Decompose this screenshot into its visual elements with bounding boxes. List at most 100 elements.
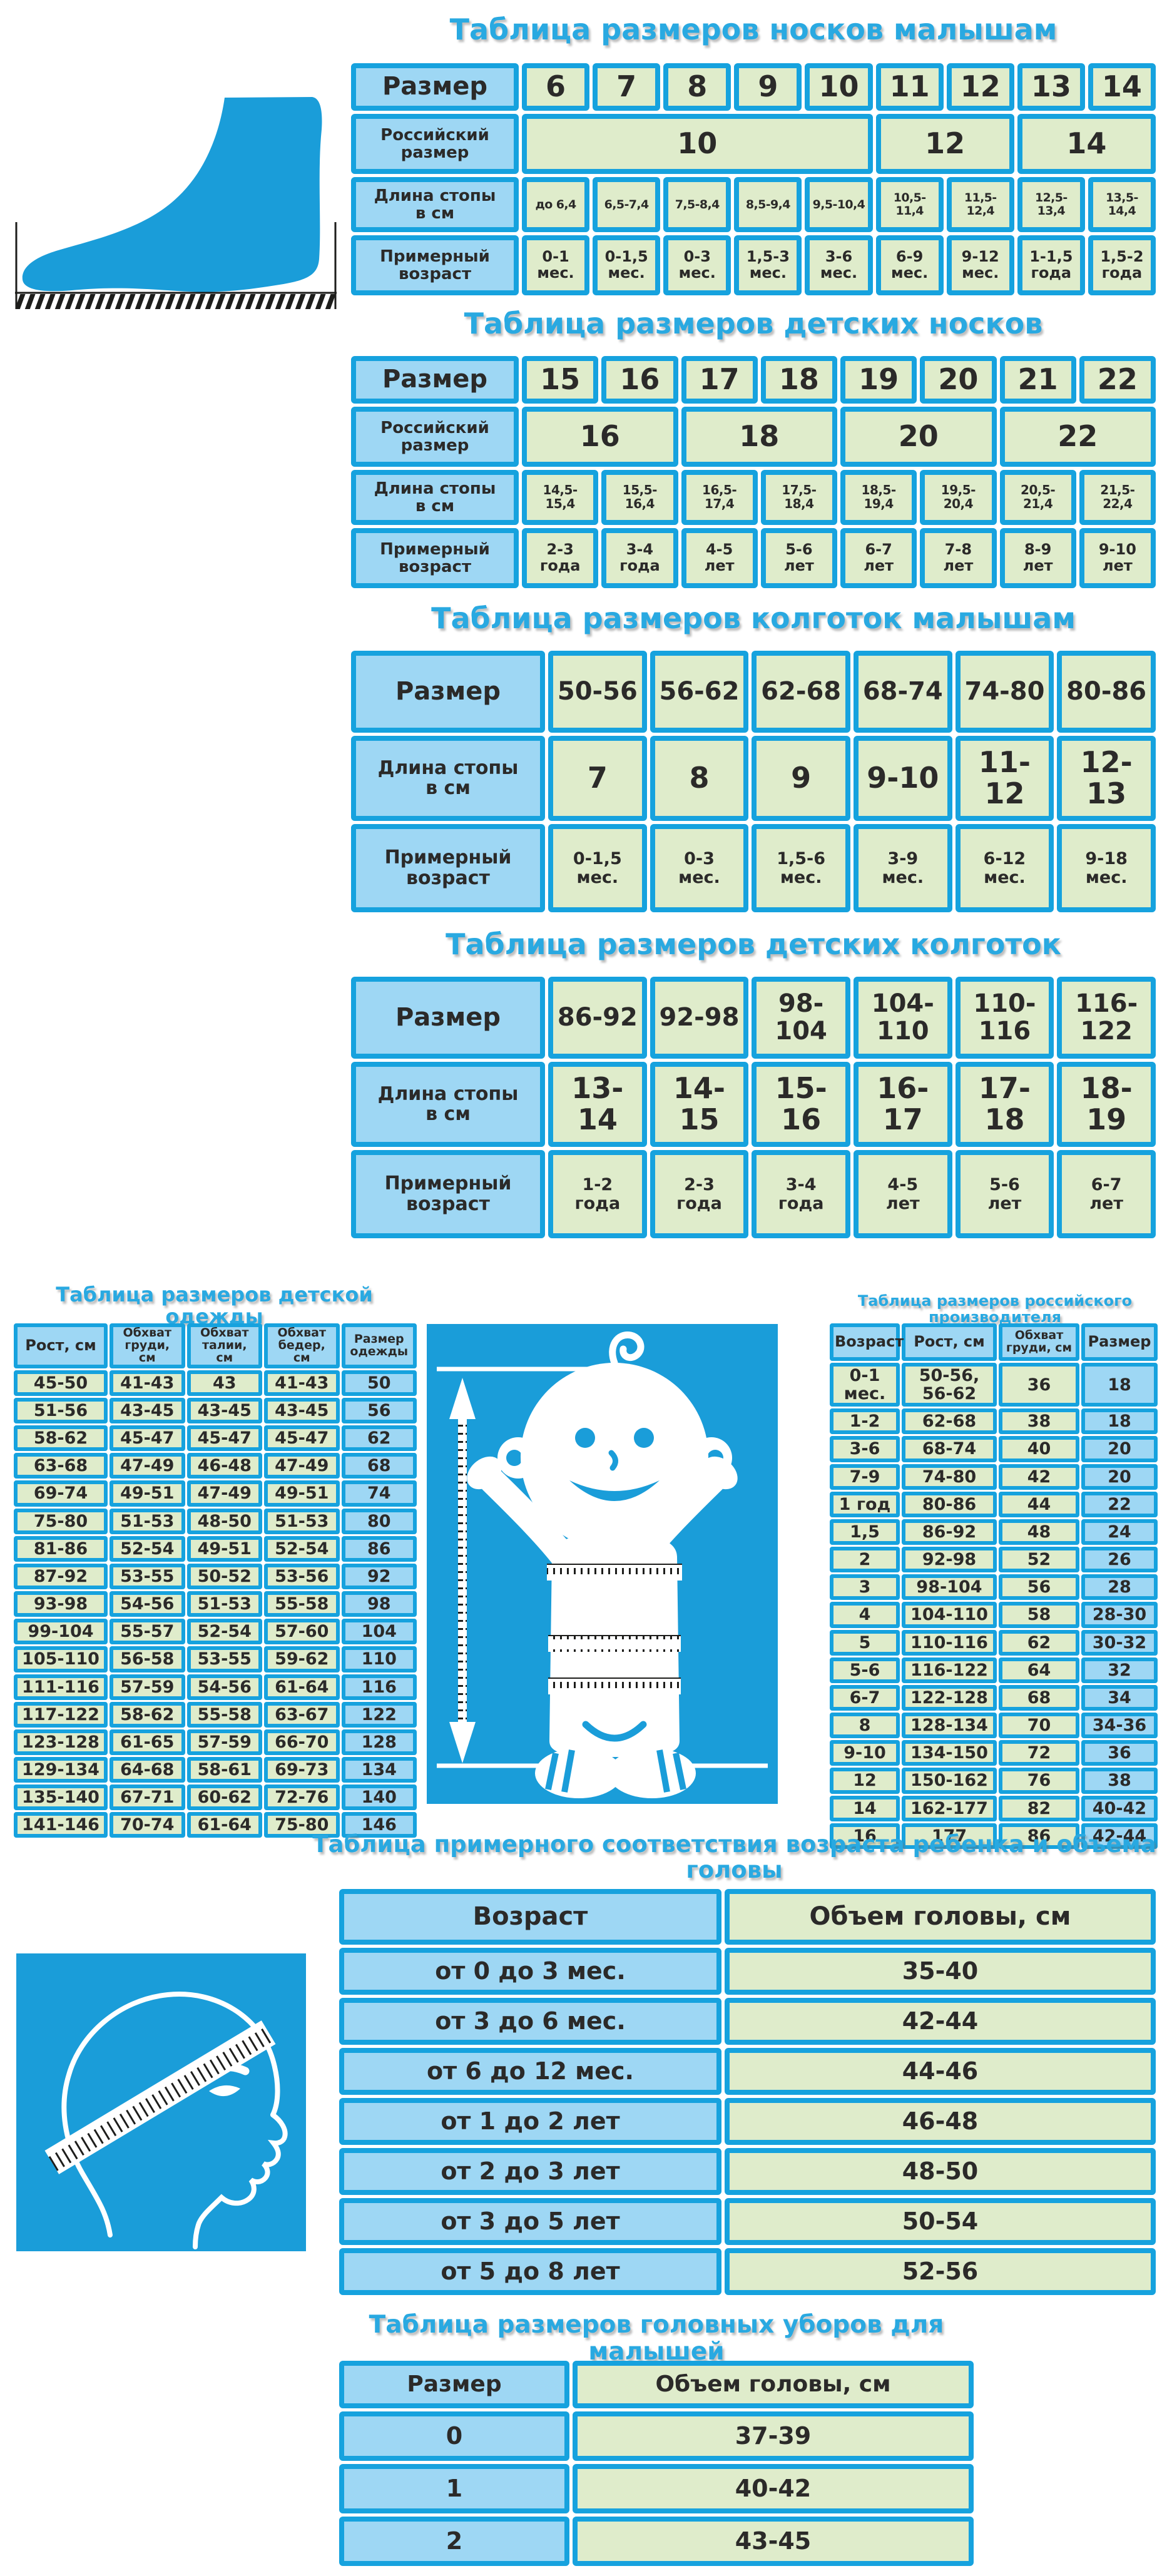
size-cell: 116	[341, 1674, 417, 1700]
foot-length-row: Длина стопы в см 7 8 9 9-10 11-12 12-13	[351, 736, 1156, 821]
table-row: 14 162-177 82 40-42	[830, 1795, 1158, 1821]
head-volume-cell: 50-54	[725, 2198, 1156, 2245]
row-label-age: Примерный возраст	[351, 1150, 545, 1238]
size-cell: 30-32	[1081, 1629, 1158, 1656]
kids-socks-title: Таблица размеров детских носков	[464, 307, 1043, 340]
age-cell: 0-1,5 мес.	[593, 235, 661, 295]
size-cell: 50	[341, 1370, 417, 1396]
header-age: Возраст	[830, 1323, 904, 1361]
row-label-foot-length: Длина стопы в см	[351, 177, 519, 232]
foot-length-cell: 16-17	[853, 1062, 952, 1147]
hips-cell: 63-67	[264, 1701, 340, 1728]
age-cell: 12	[830, 1768, 900, 1794]
head-volume-cell: 52-56	[725, 2248, 1156, 2295]
size-row: Размер 86-92 92-98 98-104 104-110 110-116 116…	[351, 977, 1156, 1059]
smile	[569, 1480, 660, 1501]
header-head-volume: Объем головы, см	[573, 2361, 974, 2408]
chest-cell: 58-62	[110, 1701, 185, 1728]
height-cell: 128-134	[902, 1713, 997, 1739]
age-cell: 6-12 мес.	[955, 824, 1054, 912]
size-cell: 6	[522, 63, 590, 111]
age-cell: 4-5 лет	[681, 528, 758, 588]
chest-cell: 72	[999, 1740, 1079, 1766]
header-size: Размер	[339, 2361, 569, 2408]
size-cell: 98-104	[752, 977, 850, 1059]
left-eye	[575, 1428, 595, 1448]
size-cell: 40-42	[1081, 1795, 1158, 1821]
size-cell: 92	[341, 1563, 417, 1590]
size-cell: 104	[341, 1619, 417, 1645]
foot-length-cell: 12,5-13,4	[1017, 177, 1085, 232]
foot-length-cell: 11-12	[955, 736, 1054, 821]
table-row: 87-92 53-55 50-52 53-56 92	[14, 1563, 417, 1590]
age-cell: 5	[830, 1629, 900, 1656]
row-label-age: Примерный возраст	[351, 235, 519, 295]
table-row: 7-9 74-80 42 20	[830, 1464, 1158, 1490]
foot-length-row: Длина стопы в см 14,5-15,4 15,5-16,4 16,5-…	[351, 470, 1156, 525]
chest-cell: 55-57	[110, 1619, 185, 1645]
russian-size-cell: 10	[522, 114, 873, 174]
size-cell: 20	[1081, 1436, 1158, 1462]
chest-cell: 58	[999, 1602, 1079, 1628]
table-row: 93-98 54-56 51-53 55-58 98	[14, 1591, 417, 1617]
size-cell: 2	[339, 2517, 569, 2566]
chest-cell: 67-71	[110, 1784, 185, 1811]
age-cell: 1-2 года	[548, 1150, 647, 1238]
size-cell: 16	[601, 356, 678, 404]
age-cell: 5-6 лет	[760, 528, 837, 588]
head-volume-cell: 40-42	[573, 2464, 974, 2513]
size-cell: 9	[734, 63, 802, 111]
table-row: от 1 до 2 лет 46-48	[339, 2098, 1156, 2145]
table-row: 1 год 80-86 44 22	[830, 1491, 1158, 1517]
height-cell: 75-80	[14, 1508, 108, 1534]
size-cell: 0	[339, 2411, 569, 2461]
chest-cell: 76	[999, 1768, 1079, 1794]
age-cell: 9-12 мес.	[946, 235, 1014, 295]
size-cell: 32	[1081, 1657, 1158, 1683]
waist-cell: 43	[186, 1370, 262, 1396]
waist-cell: 53-55	[186, 1646, 262, 1672]
foot-length-cell: 8,5-9,4	[734, 177, 802, 232]
header-row: Размер Объем головы, см	[339, 2361, 974, 2408]
size-cell: 19	[840, 356, 917, 404]
russian-size-cell: 18	[681, 407, 837, 467]
height-cell: 50-56, 56-62	[902, 1363, 997, 1407]
shorts-line	[582, 1721, 647, 1742]
size-cell: 128	[341, 1729, 417, 1755]
head-measurement-illustration	[16, 1953, 306, 2254]
chest-cell: 41-43	[110, 1370, 185, 1396]
table-row: 51-56 43-45 43-45 43-45 56	[14, 1397, 417, 1424]
table-row: 2 92-98 52 26	[830, 1547, 1158, 1573]
foot-length-cell: 13-14	[548, 1062, 647, 1147]
height-cell: 69-74	[14, 1480, 108, 1507]
row-label-age: Примерный возраст	[351, 824, 545, 912]
size-cell: 21	[999, 356, 1076, 404]
russian-size-cell: 16	[522, 407, 678, 467]
size-cell: 28-30	[1081, 1602, 1158, 1628]
size-cell: 20	[920, 356, 997, 404]
header-hips: Обхват бедер, см	[264, 1323, 340, 1368]
height-cell: 45-50	[14, 1370, 108, 1396]
size-row: Размер 50-56 56-62 62-68 68-74 74-80 80-86	[351, 651, 1156, 733]
waist-cell: 61-64	[186, 1812, 262, 1838]
size-cell: 11	[875, 63, 944, 111]
table-row: 141-146 70-74 61-64 75-80 146	[14, 1812, 417, 1838]
foot-length-cell: 8	[650, 736, 749, 821]
size-cell: 42-44	[1081, 1823, 1158, 1849]
height-cell: 123-128	[14, 1729, 108, 1755]
foot-length-cell: 15,5-16,4	[601, 470, 678, 525]
size-cell: 98	[341, 1591, 417, 1617]
size-cell: 146	[341, 1812, 417, 1838]
hips-cell: 51-53	[264, 1508, 340, 1534]
row-label-size: Размер	[351, 977, 545, 1059]
header-row: Рост, см Обхват груди, см Обхват талии, …	[14, 1323, 417, 1368]
table-row: 0-1 мес. 50-56, 56-62 36 18	[830, 1363, 1158, 1407]
hair-curl	[609, 1331, 645, 1367]
chest-cell: 62	[999, 1629, 1079, 1656]
hip-tape	[548, 1677, 681, 1694]
age-cell: 2-3 года	[522, 528, 599, 588]
header-height: Рост, см	[902, 1323, 997, 1361]
row-label-age: Примерный возраст	[351, 528, 519, 588]
baby-hats-title: Таблица размеров головных уборов для мал…	[369, 2311, 944, 2366]
foot-length-cell: 7,5-8,4	[663, 177, 731, 232]
